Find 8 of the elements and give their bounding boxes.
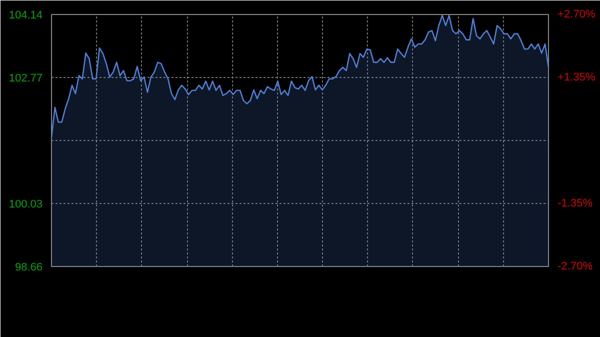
y2-tick-label: +2.70% bbox=[558, 8, 596, 20]
y2-tick-label: -2.70% bbox=[558, 260, 593, 272]
y-tick-label: 100.03 bbox=[8, 198, 43, 210]
y-tick-label: 104.14 bbox=[8, 10, 43, 22]
y2-tick-label: -1.35% bbox=[558, 198, 593, 210]
y2-tick-label: +1.35% bbox=[558, 72, 596, 84]
y-tick-label: 102.77 bbox=[8, 72, 43, 84]
y-tick-label: 98.66 bbox=[14, 262, 43, 274]
